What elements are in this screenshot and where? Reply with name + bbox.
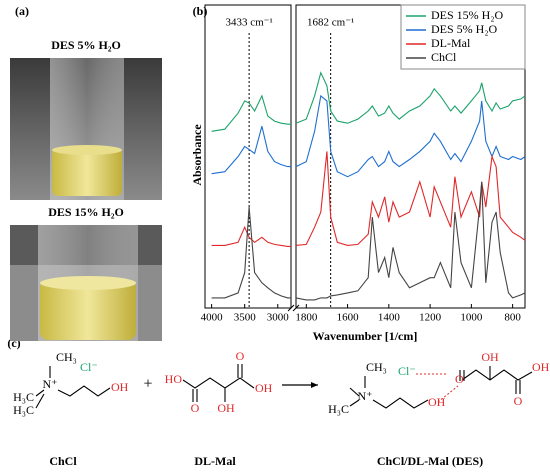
arrow-head	[311, 382, 318, 388]
x-tick-label: 3000	[267, 312, 290, 324]
axis-break	[287, 304, 300, 312]
atom: CH₃	[56, 350, 77, 364]
reaction-scheme: CH₃ N⁺ H₃C H₃C OH Cl⁻ + HO O OH O OH CH₃…	[13, 349, 550, 468]
atom: H₃C	[328, 402, 349, 416]
legend-label: DES 15% H₂O	[431, 8, 504, 22]
caption: ChCl	[49, 454, 77, 468]
atom: OH	[532, 360, 550, 374]
photo	[10, 225, 162, 341]
photo-caption: DES 15% H₂O	[48, 205, 124, 219]
x-tick-label: 1400	[378, 312, 401, 324]
y-axis-label: Absorbance	[190, 124, 204, 186]
atom: O	[191, 401, 200, 415]
spectrum	[211, 71, 526, 132]
atom: OH	[217, 401, 235, 415]
plus: +	[143, 376, 152, 393]
x-tick-label: 1000	[460, 312, 483, 324]
legend-label: DL-Mal	[431, 36, 471, 50]
atom: OH	[481, 350, 499, 364]
atom: OH	[428, 395, 446, 409]
atom: O	[514, 394, 523, 408]
x-tick-label: 800	[504, 312, 521, 324]
atom: CH₃	[366, 360, 387, 374]
atom: O	[455, 372, 464, 386]
x-tick-label: 1200	[419, 312, 442, 324]
caption: ChCl/DL-Mal (DES)	[377, 454, 483, 468]
panel-label: (a)	[15, 4, 29, 18]
x-tick-label: 1800	[295, 312, 318, 324]
atom: HO	[165, 372, 183, 386]
chart: Absorbance Wavenumber [1/cm] 4000 3500 300…	[190, 4, 526, 343]
atom: N⁺	[358, 389, 373, 403]
atom: Cl⁻	[80, 360, 98, 374]
x-tick-label: 1600	[337, 312, 360, 324]
atom: O	[236, 349, 245, 363]
marker-label: 1682 cm⁻¹	[307, 17, 354, 29]
atom: H₃C	[13, 403, 34, 417]
marker-label: 3433 cm⁻¹	[225, 17, 272, 29]
spectrum	[211, 181, 526, 301]
x-tick-label: 4000	[201, 312, 224, 324]
legend-label: DES 5% H₂O	[431, 22, 498, 36]
atom: OH	[255, 381, 273, 395]
atom: H₃C	[13, 390, 34, 404]
x-tick-label: 3500	[234, 312, 257, 324]
plot-frame	[204, 4, 292, 309]
atom: Cl⁻	[398, 364, 416, 378]
panel-label: (b)	[193, 4, 208, 18]
photo	[10, 58, 162, 200]
atom: OH	[111, 380, 129, 394]
spectrum	[211, 94, 526, 178]
spectrum	[211, 151, 526, 247]
atom: N⁺	[43, 377, 58, 391]
hydrogen-bond	[416, 373, 459, 403]
legend-label: ChCl	[431, 50, 457, 64]
x-axis-label: Wavenumber [1/cm]	[313, 329, 418, 343]
photo-caption: DES 5% H₂O	[51, 38, 121, 52]
caption: DL-Mal	[194, 454, 236, 468]
